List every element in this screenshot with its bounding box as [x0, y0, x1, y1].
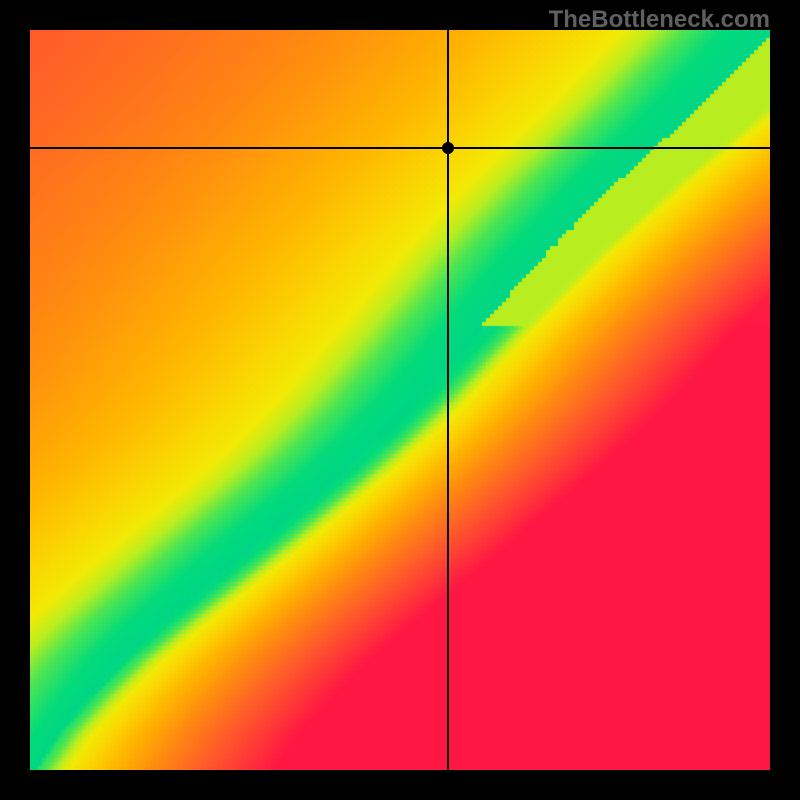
heatmap-canvas [30, 30, 770, 770]
crosshair-vertical [447, 30, 449, 770]
crosshair-horizontal [30, 147, 770, 149]
watermark-text: TheBottleneck.com [549, 6, 770, 34]
marker-dot [442, 142, 454, 154]
heatmap-plot [30, 30, 770, 770]
chart-container: { "watermark": { "text": "TheBottleneck.… [0, 0, 800, 800]
